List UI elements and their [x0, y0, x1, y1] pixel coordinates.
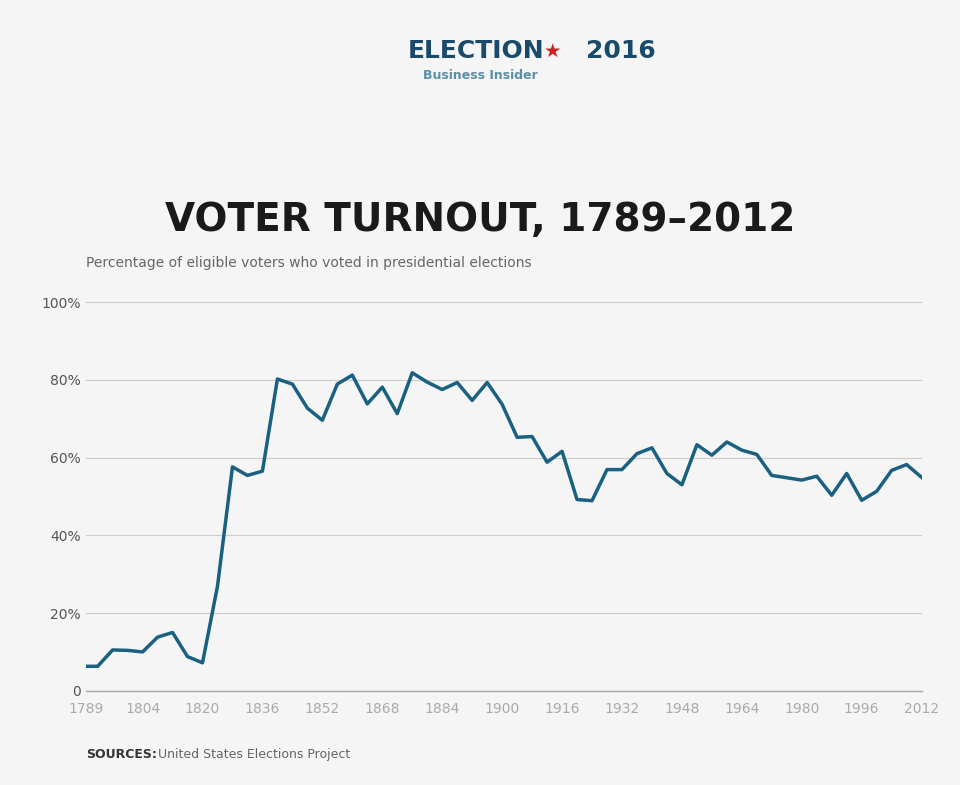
Text: Percentage of eligible voters who voted in presidential elections: Percentage of eligible voters who voted …	[86, 256, 532, 270]
Text: VOTER TURNOUT, 1789–2012: VOTER TURNOUT, 1789–2012	[165, 202, 795, 239]
Text: ELECTION: ELECTION	[408, 39, 544, 63]
Text: SOURCES:: SOURCES:	[86, 748, 157, 761]
Text: Business Insider: Business Insider	[422, 69, 538, 82]
Text: United States Elections Project: United States Elections Project	[158, 748, 350, 761]
Text: ★: ★	[543, 42, 561, 60]
Text: 2016: 2016	[586, 39, 656, 63]
